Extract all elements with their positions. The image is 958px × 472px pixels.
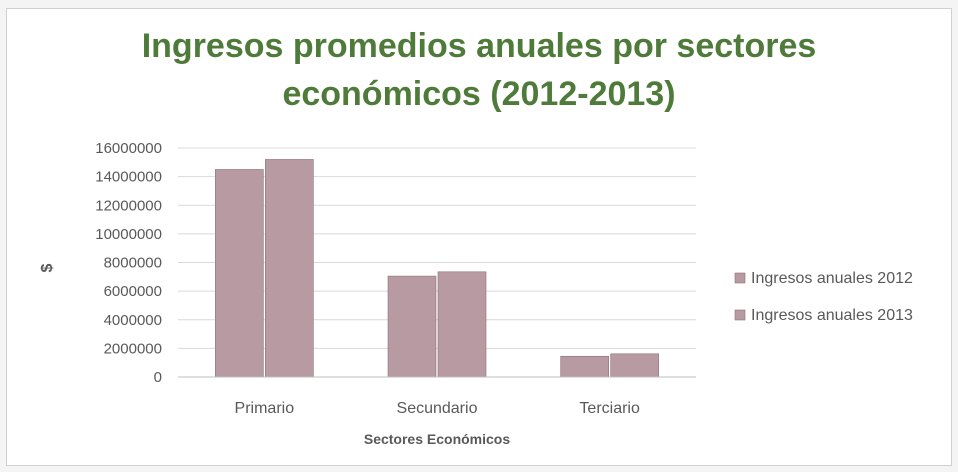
y-tick-label: 8000000 bbox=[104, 255, 162, 272]
x-tick-label: Primario bbox=[235, 400, 295, 417]
y-tick-label: 2000000 bbox=[104, 340, 162, 357]
chart-panel bbox=[6, 8, 952, 466]
legend-label-2: Ingresos anuales 2013 bbox=[751, 307, 913, 324]
legend-label-1: Ingresos anuales 2012 bbox=[751, 270, 913, 287]
bar-primario-1 bbox=[215, 169, 264, 378]
bar-terciario-2 bbox=[610, 353, 659, 378]
chart-title: Ingresos promedios anuales por sectores … bbox=[0, 22, 958, 118]
y-tick-label: 4000000 bbox=[104, 312, 162, 329]
chart-title-line-1: Ingresos promedios anuales por sectores bbox=[141, 27, 817, 65]
y-tick-label: 0 bbox=[154, 369, 162, 386]
chart-title-line-2: económicos (2012-2013) bbox=[282, 75, 676, 113]
bar-secundario-2 bbox=[437, 271, 487, 378]
y-tick-label: 6000000 bbox=[104, 283, 162, 300]
y-axis-label: $ bbox=[39, 263, 56, 272]
legend-swatch-2 bbox=[734, 309, 746, 321]
legend-swatch-1 bbox=[734, 272, 746, 284]
x-axis-label: Sectores Económicos bbox=[364, 431, 510, 447]
bar-terciario-1 bbox=[560, 355, 609, 378]
bar-secundario-1 bbox=[387, 275, 437, 378]
y-tick-label: 10000000 bbox=[95, 226, 162, 243]
bar-primario-2 bbox=[265, 159, 314, 378]
y-tick-label: 12000000 bbox=[95, 197, 162, 214]
x-tick-label: Secundario bbox=[397, 400, 478, 417]
y-tick-label: 14000000 bbox=[95, 169, 162, 186]
x-tick-label: Terciario bbox=[579, 400, 640, 417]
y-tick-label: 16000000 bbox=[95, 140, 162, 157]
